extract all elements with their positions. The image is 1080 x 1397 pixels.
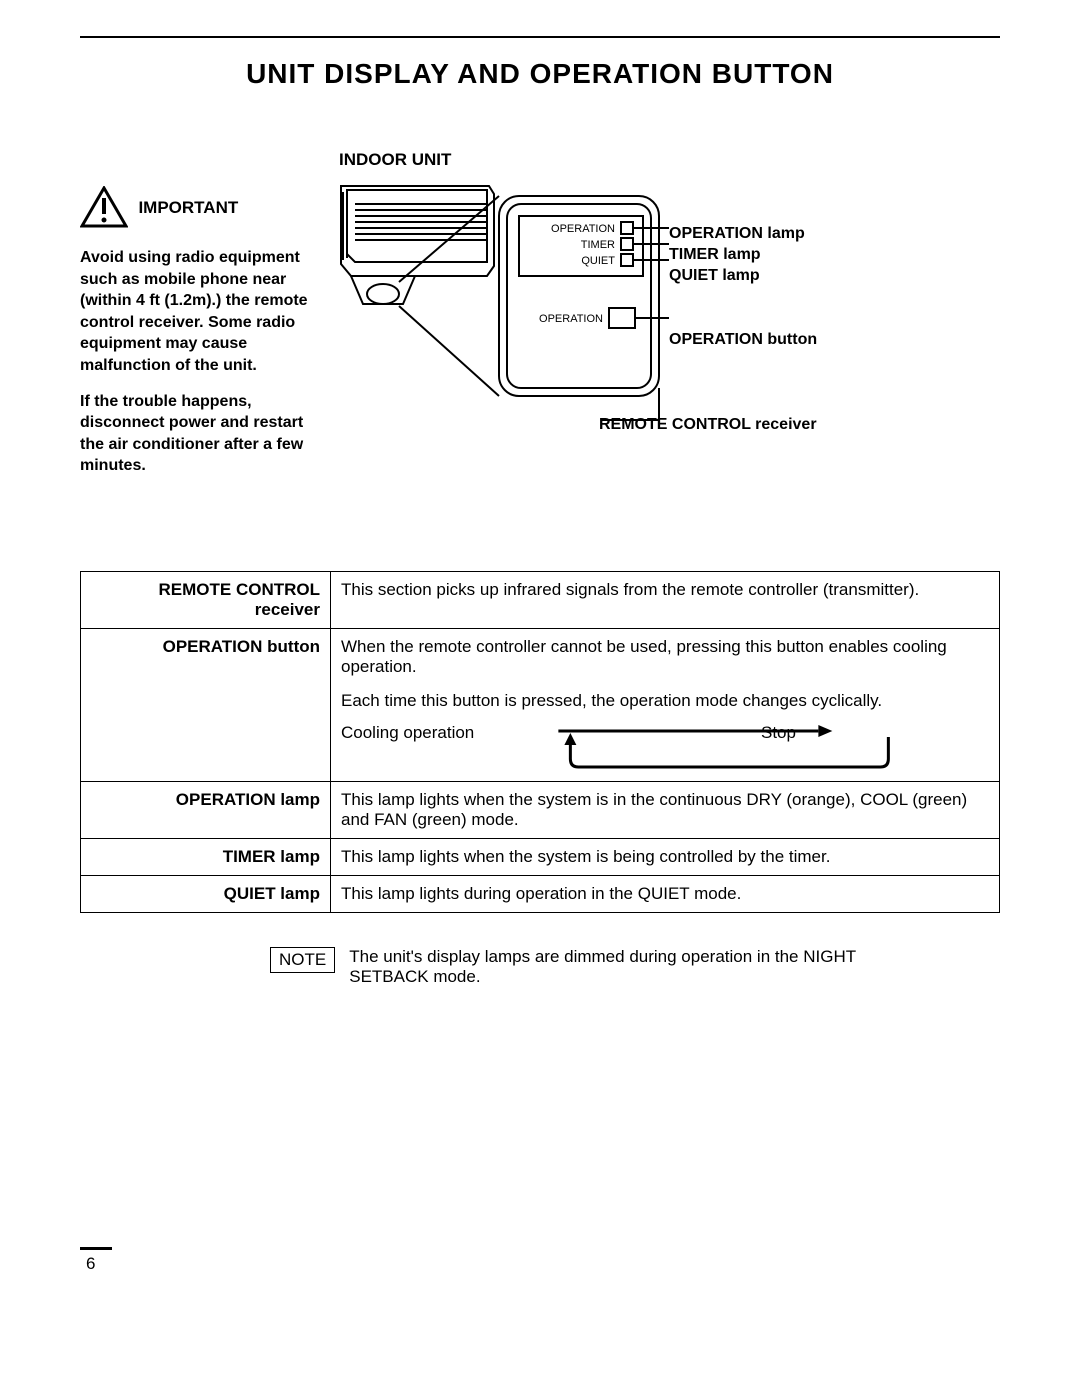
note-label: NOTE	[270, 947, 335, 973]
warning-icon	[80, 186, 128, 228]
important-column: IMPORTANT Avoid using radio equipment su…	[80, 150, 315, 491]
op-button-text-1: When the remote controller cannot be use…	[341, 637, 989, 677]
page-title: UNIT DISPLAY AND OPERATION BUTTON	[80, 58, 1000, 90]
panel-timer-text: TIMER	[581, 239, 615, 251]
table-row: TIMER lamp This lamp lights when the sys…	[81, 838, 1000, 875]
important-paragraph-1: Avoid using radio equipment such as mobi…	[80, 247, 315, 377]
page-number: 6	[86, 1254, 1000, 1274]
indoor-unit-label: INDOOR UNIT	[339, 150, 1000, 170]
cell-key-quiet-lamp: QUIET lamp	[81, 875, 331, 912]
table-row: QUIET lamp This lamp lights during opera…	[81, 875, 1000, 912]
op-button-text-2: Each time this button is pressed, the op…	[341, 691, 989, 711]
page-number-area: 6	[80, 1247, 1000, 1274]
cycle-diagram: Cooling operation Stop	[341, 723, 989, 773]
panel-quiet-text: QUIET	[581, 255, 615, 267]
cycle-arrow-icon	[488, 723, 989, 773]
cell-val-remote-receiver: This section picks up infrared signals f…	[331, 571, 1000, 628]
note-text: The unit's display lamps are dimmed duri…	[349, 947, 909, 987]
callout-remote-receiver: REMOTE CONTROL receiver	[599, 415, 817, 436]
important-paragraph-2: If the trouble happens, disconnect power…	[80, 391, 315, 477]
cycle-right-label: Stop	[761, 723, 796, 743]
page-number-bar	[80, 1247, 112, 1250]
indoor-unit-diagram: OPERATION TIMER QUIET OPERATION	[339, 176, 979, 456]
callout-quiet-lamp: QUIET lamp	[669, 266, 817, 287]
callout-timer-lamp: TIMER lamp	[669, 245, 817, 266]
cell-val-quiet-lamp: This lamp lights during operation in the…	[331, 875, 1000, 912]
table-row: REMOTE CONTROL receiver This section pic…	[81, 571, 1000, 628]
note-row: NOTE The unit's display lamps are dimmed…	[270, 947, 1000, 987]
cell-key-operation-lamp: OPERATION lamp	[81, 781, 331, 838]
cell-key-remote-receiver: REMOTE CONTROL receiver	[81, 571, 331, 628]
cell-key-operation-button: OPERATION button	[81, 628, 331, 781]
callout-operation-lamp: OPERATION lamp	[669, 224, 817, 245]
callout-labels: OPERATION lamp TIMER lamp QUIET lamp OPE…	[669, 224, 817, 436]
cell-key-timer-lamp: TIMER lamp	[81, 838, 331, 875]
cell-val-operation-lamp: This lamp lights when the system is in t…	[331, 781, 1000, 838]
top-rule	[80, 36, 1000, 38]
panel-operation-text: OPERATION	[551, 223, 615, 235]
description-table: REMOTE CONTROL receiver This section pic…	[80, 571, 1000, 913]
cycle-left-label: Cooling operation	[341, 723, 474, 743]
top-area: IMPORTANT Avoid using radio equipment su…	[80, 150, 1000, 491]
cell-val-operation-button: When the remote controller cannot be use…	[331, 628, 1000, 781]
diagram-column: INDOOR UNIT	[339, 150, 1000, 491]
panel-operation-btn-text: OPERATION	[539, 313, 603, 325]
cell-val-timer-lamp: This lamp lights when the system is bein…	[331, 838, 1000, 875]
table-row: OPERATION lamp This lamp lights when the…	[81, 781, 1000, 838]
important-label: IMPORTANT	[138, 198, 238, 218]
callout-operation-button: OPERATION button	[669, 330, 817, 351]
table-row: OPERATION button When the remote control…	[81, 628, 1000, 781]
